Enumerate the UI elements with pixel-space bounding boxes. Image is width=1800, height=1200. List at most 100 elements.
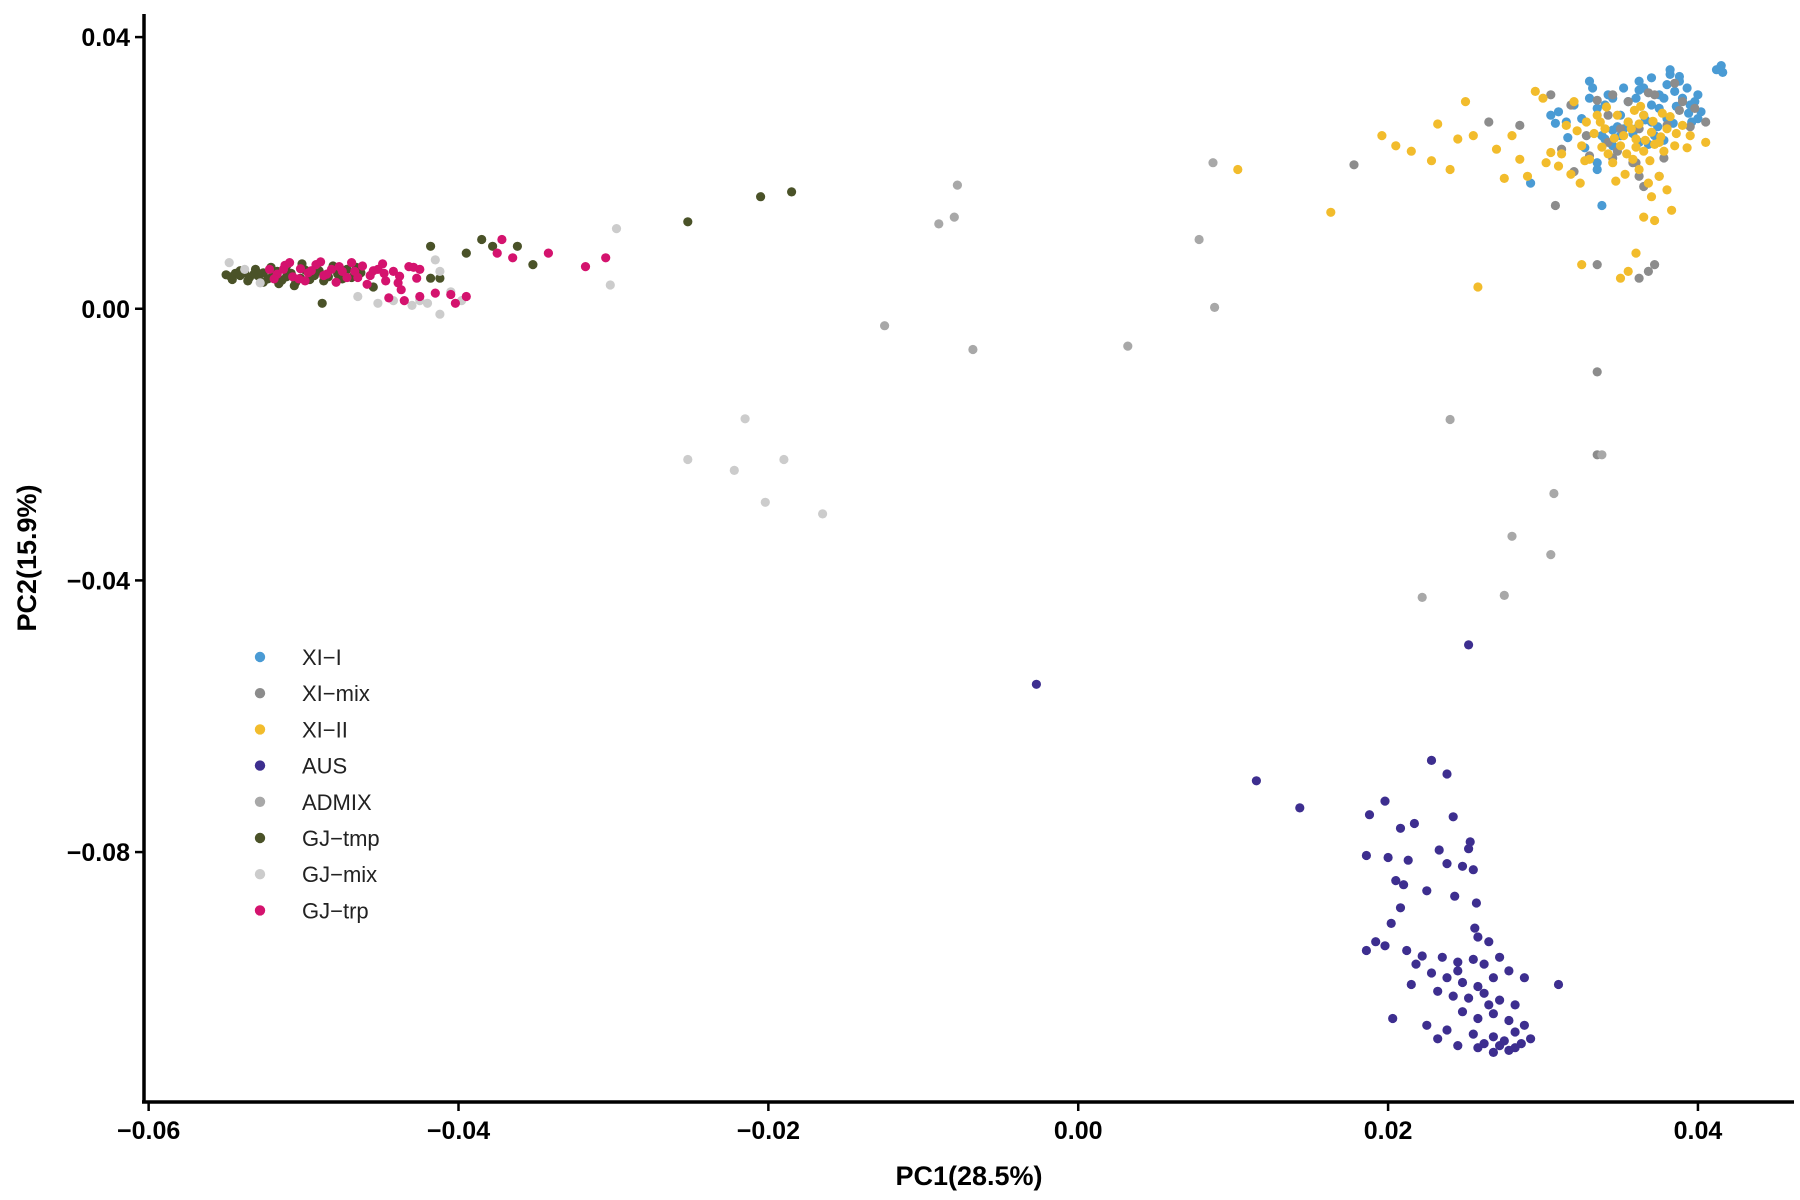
- data-point: [1670, 141, 1680, 151]
- data-point: [1507, 531, 1517, 541]
- legend-marker: [254, 905, 266, 916]
- data-point: [1464, 844, 1474, 854]
- legend-label: GJ−mix: [302, 862, 377, 887]
- data-point: [1639, 110, 1649, 120]
- data-point: [1361, 945, 1371, 956]
- data-point: [968, 344, 978, 355]
- data-point: [1646, 127, 1657, 137]
- data-point: [1538, 93, 1548, 103]
- data-point: [1377, 131, 1387, 141]
- data-point: [378, 259, 388, 269]
- x-tick-label: 0.02: [1364, 1117, 1413, 1145]
- data-point: [1575, 178, 1585, 188]
- data-point: [1422, 1020, 1432, 1030]
- x-axis-title: PC1(28.5%): [895, 1161, 1042, 1191]
- data-point: [1484, 117, 1494, 127]
- data-point: [388, 266, 398, 276]
- x-tick-label: 0.04: [1674, 1117, 1723, 1145]
- data-point: [461, 248, 471, 258]
- data-point: [1572, 126, 1582, 136]
- data-point: [1495, 995, 1505, 1005]
- data-point: [1383, 852, 1393, 863]
- data-point: [1682, 83, 1692, 93]
- data-point: [1577, 141, 1587, 151]
- data-point: [1597, 200, 1607, 211]
- data-point: [605, 280, 615, 290]
- data-point: [347, 258, 357, 268]
- data-point: [1473, 932, 1483, 942]
- data-point: [1464, 993, 1474, 1003]
- data-point: [1674, 105, 1684, 115]
- data-point: [1701, 137, 1711, 147]
- data-point: [1684, 108, 1694, 118]
- data-point: [1626, 124, 1636, 134]
- data-point: [1526, 1034, 1536, 1044]
- data-point: [1646, 100, 1657, 110]
- legend-item: ADMIX: [254, 790, 372, 815]
- data-point: [362, 279, 372, 289]
- data-point: [1667, 205, 1677, 215]
- y-tick-label: −0.04: [67, 567, 130, 595]
- data-point: [1361, 850, 1371, 861]
- data-point: [1600, 124, 1610, 134]
- data-point: [1422, 886, 1432, 896]
- data-point: [1603, 149, 1613, 159]
- data-point: [1557, 149, 1567, 159]
- data-point: [1550, 118, 1560, 128]
- data-point: [1491, 144, 1502, 154]
- data-point: [407, 300, 417, 310]
- data-point: [1656, 132, 1666, 142]
- data-point: [1592, 95, 1602, 105]
- legend-label: AUS: [302, 754, 347, 779]
- data-point: [1718, 67, 1728, 77]
- data-point: [1634, 164, 1644, 175]
- data-point: [1592, 367, 1602, 377]
- data-point: [1380, 941, 1390, 951]
- data-point: [1671, 128, 1681, 139]
- data-point: [1402, 945, 1412, 956]
- data-point: [1550, 200, 1560, 211]
- data-point: [1611, 176, 1621, 186]
- data-point: [1453, 1041, 1463, 1051]
- data-point: [1636, 101, 1646, 111]
- data-point: [1457, 861, 1468, 871]
- data-point: [435, 273, 445, 283]
- data-point: [683, 217, 693, 227]
- data-point: [1646, 192, 1657, 202]
- data-point: [269, 274, 279, 284]
- data-point: [1409, 818, 1419, 829]
- data-point: [1442, 973, 1452, 983]
- data-point: [316, 257, 326, 267]
- data-point: [1471, 898, 1481, 908]
- data-point: [1628, 154, 1638, 164]
- data-point: [1464, 640, 1474, 650]
- data-point: [1685, 122, 1695, 132]
- data-point: [1406, 979, 1416, 990]
- data-point: [461, 291, 471, 302]
- data-point: [1495, 1041, 1505, 1051]
- data-point: [1391, 141, 1401, 151]
- data-point: [1433, 986, 1443, 996]
- data-point: [1453, 966, 1463, 976]
- data-point: [1701, 117, 1711, 127]
- x-tick-label: −0.04: [427, 1117, 490, 1145]
- data-point: [1326, 207, 1336, 217]
- data-point: [1646, 73, 1657, 83]
- data-point: [512, 241, 523, 251]
- data-point: [1592, 103, 1602, 113]
- data-point: [264, 264, 275, 274]
- data-point: [415, 264, 425, 274]
- data-point: [1442, 769, 1452, 779]
- x-tick-label: 0.00: [1054, 1117, 1103, 1145]
- legend-label: GJ−tmp: [302, 826, 380, 851]
- data-point: [450, 298, 460, 308]
- data-point: [381, 276, 391, 286]
- data-point: [1210, 302, 1220, 312]
- data-point: [488, 241, 498, 251]
- data-point: [1589, 128, 1599, 139]
- data-point: [1488, 1032, 1498, 1042]
- data-point: [1515, 120, 1525, 130]
- data-point: [1488, 1009, 1498, 1019]
- data-point: [1510, 1043, 1520, 1053]
